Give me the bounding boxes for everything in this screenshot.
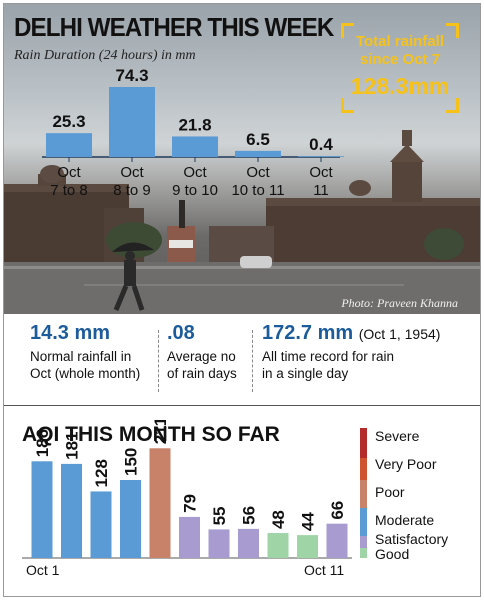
aqi-value-label: 56	[240, 506, 259, 525]
aqi-legend-swatch	[360, 458, 367, 480]
total-rainfall-value: 128.3mm	[350, 73, 450, 99]
aqi-value-label: 186	[33, 429, 52, 457]
rainy-delhi-photo	[4, 130, 480, 314]
rain-bar	[109, 87, 155, 157]
aqi-bar	[326, 523, 348, 558]
rain-value-label: 21.8	[178, 115, 211, 134]
stat-value-note: (Oct 1, 1954)	[358, 326, 441, 342]
aqi-value-label: 66	[328, 501, 347, 520]
rain-bar	[46, 133, 92, 157]
aqi-bar	[149, 448, 171, 558]
stat-description: Average no of rain days	[167, 348, 237, 382]
aqi-legend-swatch	[360, 480, 367, 508]
rain-category-label: 8 to 9	[113, 182, 151, 199]
aqi-legend-swatch	[360, 536, 367, 548]
stat-desc-line2: Oct (whole month)	[30, 366, 141, 381]
aqi-value-label: 211	[151, 420, 170, 444]
aqi-x-label-last: Oct 11	[304, 562, 344, 578]
aqi-legend-label: Very Poor	[375, 456, 437, 472]
rain-category-label: 11	[313, 182, 329, 199]
stat-description: All time record for rain in a single day	[262, 348, 440, 382]
rain-value-label: 74.3	[115, 66, 148, 85]
rain-category-label: 10 to 11	[231, 182, 284, 199]
weather-panel: DELHI WEATHER THIS WEEK Rain Duration (2…	[4, 4, 480, 314]
aqi-bar	[120, 480, 141, 558]
rain-category-label: 9 to 10	[172, 182, 218, 199]
photo-credit: Photo: Praveen Khanna	[341, 296, 458, 310]
total-rainfall-box: Total rainfall since Oct 7 128.3mm	[341, 23, 459, 113]
rain-value-label: 6.5	[246, 130, 270, 149]
aqi-x-label-first: Oct 1	[26, 562, 60, 578]
aqi-legend-label: Satisfactory	[375, 531, 448, 547]
stat-divider	[252, 330, 253, 392]
rain-category-label: 7 to 8	[50, 182, 88, 199]
rain-category-label: Oct	[57, 164, 81, 181]
aqi-legend-swatch	[360, 508, 367, 536]
total-rainfall-label-line2: since Oct 7	[359, 51, 441, 68]
aqi-bar	[61, 463, 82, 558]
stat-value: 172.7 mm (Oct 1, 1954)	[262, 322, 440, 345]
rain-category-label: Oct	[309, 164, 333, 181]
stat-description: Normal rainfall in Oct (whole month)	[30, 348, 140, 382]
aqi-value-label: 55	[210, 506, 229, 525]
aqi-legend-label: Severe	[375, 428, 420, 444]
stat-desc-line2: in a single day	[262, 366, 349, 381]
stat-value: 14.3 mm	[30, 322, 111, 344]
aqi-bar	[238, 528, 259, 558]
aqi-bar	[267, 533, 289, 558]
chart-title: DELHI WEATHER THIS WEEK	[14, 12, 334, 42]
rain-category-label: Oct	[246, 164, 270, 181]
stat-rain-days: .08 Average no of rain days	[167, 322, 237, 382]
stat-desc-line2: of rain days	[167, 366, 237, 381]
aqi-chart-title: AQI THIS MONTH SO FAR	[22, 423, 280, 446]
aqi-bar	[31, 461, 53, 558]
aqi-bar	[90, 491, 112, 558]
rain-bar	[235, 150, 281, 157]
chart-subtitle: Rain Duration (24 hours) in mm	[14, 48, 196, 63]
stat-divider	[158, 330, 159, 392]
aqi-value-label: 44	[299, 512, 318, 531]
aqi-legend-swatch	[360, 428, 367, 458]
aqi-bar	[297, 535, 318, 558]
aqi-value-label: 79	[181, 494, 200, 513]
aqi-bar-chart: 186 181 128 150 211 79 55 56 48 44 66 Oct 1 Oct 11 Se…	[22, 420, 448, 578]
rain-bar	[298, 156, 344, 157]
stat-normal-rainfall: 14.3 mm Normal rainfall in Oct (whole mo…	[30, 322, 140, 382]
stat-desc-line1: Average no	[167, 349, 236, 364]
aqi-bar	[208, 529, 230, 558]
aqi-value-label: 48	[269, 510, 288, 529]
total-rainfall-label-line1: Total rainfall	[355, 33, 445, 50]
aqi-bar	[179, 516, 200, 558]
rain-category-label: Oct	[183, 164, 207, 181]
stat-value-text: 172.7 mm	[262, 322, 354, 344]
rain-value-label: 25.3	[52, 112, 85, 131]
stat-desc-line1: All time record for rain	[262, 349, 395, 364]
stat-value: .08	[167, 322, 195, 344]
rain-category-label: Oct	[120, 164, 144, 181]
aqi-legend-label: Poor	[375, 484, 405, 500]
section-divider	[4, 405, 480, 406]
rain-bar	[172, 136, 218, 157]
aqi-legend-swatch	[360, 548, 367, 558]
aqi-legend-label: Moderate	[375, 512, 434, 528]
aqi-value-label: 150	[122, 448, 141, 476]
stat-record-rainfall: 172.7 mm (Oct 1, 1954) All time record f…	[262, 322, 440, 382]
aqi-legend-label: Good	[375, 546, 409, 562]
rain-value-label: 0.4	[309, 135, 333, 154]
aqi-value-label: 128	[92, 459, 111, 487]
stat-desc-line1: Normal rainfall in	[30, 349, 132, 364]
aqi-value-label: 181	[63, 432, 82, 460]
